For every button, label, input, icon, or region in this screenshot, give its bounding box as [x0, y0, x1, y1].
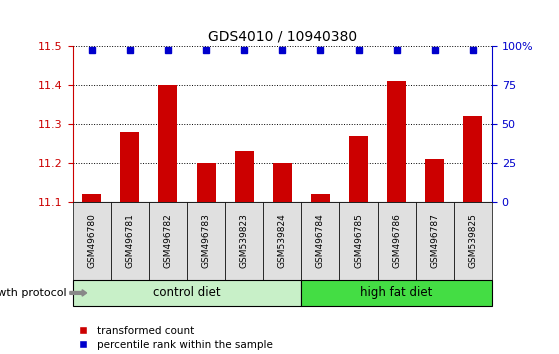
Legend: transformed count, percentile rank within the sample: transformed count, percentile rank withi… — [78, 326, 272, 350]
Text: GSM539824: GSM539824 — [278, 213, 287, 268]
Text: GSM496784: GSM496784 — [316, 213, 325, 268]
Bar — [463, 116, 482, 202]
Bar — [235, 151, 254, 202]
Text: GSM496781: GSM496781 — [125, 213, 134, 268]
Bar — [158, 85, 178, 202]
Bar — [197, 163, 216, 202]
Bar — [311, 194, 330, 202]
Text: GSM496783: GSM496783 — [202, 213, 211, 268]
Title: GDS4010 / 10940380: GDS4010 / 10940380 — [208, 29, 357, 44]
Text: high fat diet: high fat diet — [361, 286, 433, 299]
Bar — [425, 159, 444, 202]
Bar — [273, 163, 292, 202]
Text: GSM539825: GSM539825 — [468, 213, 477, 268]
Text: GSM539823: GSM539823 — [240, 213, 249, 268]
Bar — [120, 132, 139, 202]
Text: control diet: control diet — [153, 286, 221, 299]
Bar — [387, 81, 406, 202]
Text: growth protocol: growth protocol — [0, 288, 67, 298]
Text: GSM496785: GSM496785 — [354, 213, 363, 268]
Bar — [82, 194, 101, 202]
Bar — [349, 136, 368, 202]
Text: GSM496782: GSM496782 — [163, 213, 173, 268]
Text: GSM496780: GSM496780 — [87, 213, 96, 268]
Text: GSM496786: GSM496786 — [392, 213, 401, 268]
Text: GSM496787: GSM496787 — [430, 213, 439, 268]
